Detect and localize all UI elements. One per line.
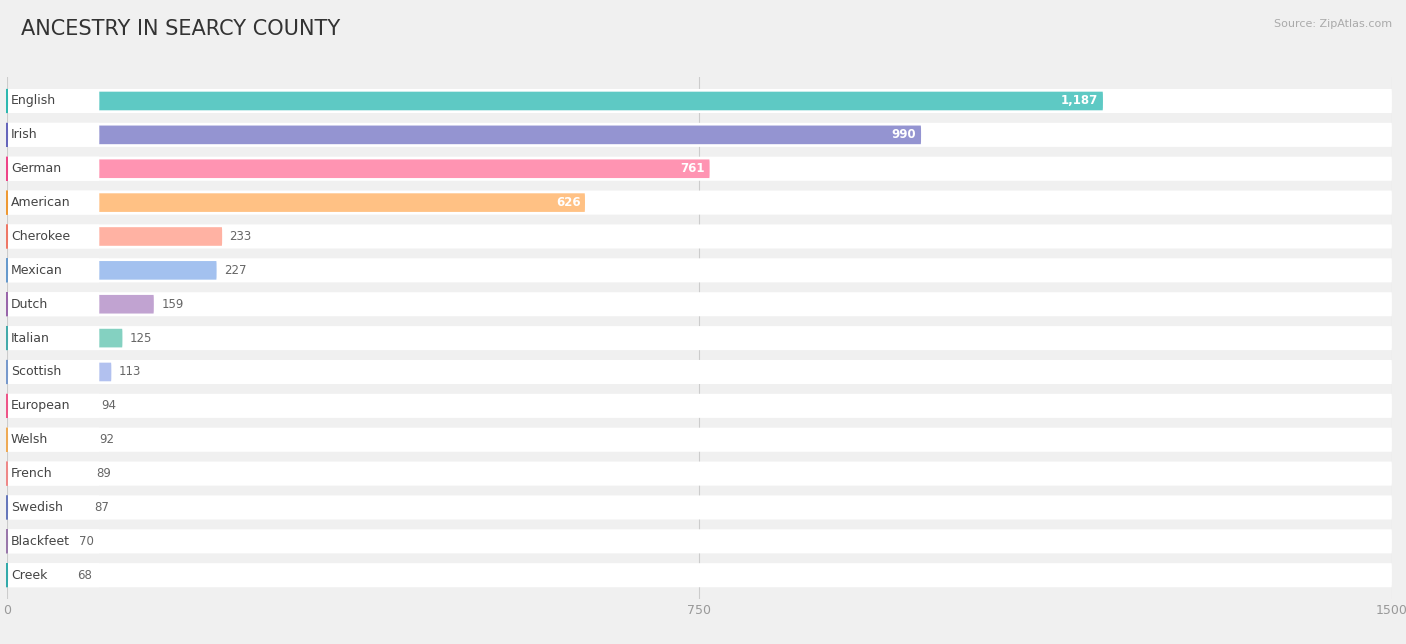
FancyBboxPatch shape [7, 258, 100, 282]
FancyBboxPatch shape [7, 89, 100, 113]
Text: 113: 113 [118, 366, 141, 379]
Text: Mexican: Mexican [11, 264, 63, 277]
FancyBboxPatch shape [7, 566, 70, 585]
Text: 87: 87 [94, 501, 110, 514]
Text: Welsh: Welsh [11, 433, 48, 446]
FancyBboxPatch shape [7, 123, 100, 147]
FancyBboxPatch shape [7, 394, 1392, 418]
FancyBboxPatch shape [7, 89, 1392, 113]
Text: European: European [11, 399, 70, 412]
Text: 990: 990 [891, 128, 917, 142]
FancyBboxPatch shape [7, 397, 94, 415]
FancyBboxPatch shape [7, 394, 100, 418]
Text: Irish: Irish [11, 128, 38, 142]
FancyBboxPatch shape [7, 191, 100, 214]
FancyBboxPatch shape [7, 462, 1392, 486]
FancyBboxPatch shape [7, 292, 100, 316]
FancyBboxPatch shape [7, 295, 153, 314]
FancyBboxPatch shape [7, 225, 100, 249]
Text: 626: 626 [555, 196, 581, 209]
Text: 70: 70 [79, 535, 94, 548]
FancyBboxPatch shape [7, 156, 1392, 181]
FancyBboxPatch shape [7, 156, 100, 181]
Text: 94: 94 [101, 399, 117, 412]
FancyBboxPatch shape [7, 529, 100, 553]
FancyBboxPatch shape [7, 225, 1392, 249]
FancyBboxPatch shape [7, 193, 585, 212]
FancyBboxPatch shape [7, 532, 72, 551]
FancyBboxPatch shape [7, 564, 1392, 587]
Text: Dutch: Dutch [11, 298, 48, 310]
FancyBboxPatch shape [7, 91, 1102, 110]
FancyBboxPatch shape [7, 326, 100, 350]
Text: ANCESTRY IN SEARCY COUNTY: ANCESTRY IN SEARCY COUNTY [21, 19, 340, 39]
FancyBboxPatch shape [7, 428, 100, 451]
FancyBboxPatch shape [7, 430, 91, 449]
Text: Swedish: Swedish [11, 501, 63, 514]
FancyBboxPatch shape [7, 123, 1392, 147]
FancyBboxPatch shape [7, 160, 710, 178]
FancyBboxPatch shape [7, 498, 87, 516]
FancyBboxPatch shape [7, 495, 100, 520]
Text: 92: 92 [100, 433, 114, 446]
Text: 159: 159 [162, 298, 184, 310]
FancyBboxPatch shape [7, 191, 1392, 214]
Text: Blackfeet: Blackfeet [11, 535, 70, 548]
Text: German: German [11, 162, 62, 175]
FancyBboxPatch shape [7, 329, 122, 347]
FancyBboxPatch shape [7, 292, 1392, 316]
FancyBboxPatch shape [7, 360, 100, 384]
Text: Creek: Creek [11, 569, 48, 582]
Text: 1,187: 1,187 [1062, 95, 1098, 108]
Text: 233: 233 [229, 230, 252, 243]
Text: 89: 89 [97, 467, 111, 480]
FancyBboxPatch shape [7, 529, 1392, 553]
FancyBboxPatch shape [7, 360, 1392, 384]
Text: French: French [11, 467, 52, 480]
Text: Italian: Italian [11, 332, 51, 345]
Text: 68: 68 [77, 569, 91, 582]
FancyBboxPatch shape [7, 326, 1392, 350]
FancyBboxPatch shape [7, 126, 921, 144]
FancyBboxPatch shape [7, 227, 222, 246]
FancyBboxPatch shape [7, 464, 89, 483]
Text: English: English [11, 95, 56, 108]
FancyBboxPatch shape [7, 428, 1392, 451]
FancyBboxPatch shape [7, 261, 217, 279]
Text: Scottish: Scottish [11, 366, 62, 379]
Text: American: American [11, 196, 70, 209]
FancyBboxPatch shape [7, 363, 111, 381]
Text: Cherokee: Cherokee [11, 230, 70, 243]
FancyBboxPatch shape [7, 564, 100, 587]
FancyBboxPatch shape [7, 258, 1392, 282]
Text: Source: ZipAtlas.com: Source: ZipAtlas.com [1274, 19, 1392, 30]
Text: 761: 761 [681, 162, 704, 175]
FancyBboxPatch shape [7, 462, 100, 486]
FancyBboxPatch shape [7, 495, 1392, 520]
Text: 227: 227 [224, 264, 246, 277]
Text: 125: 125 [129, 332, 152, 345]
